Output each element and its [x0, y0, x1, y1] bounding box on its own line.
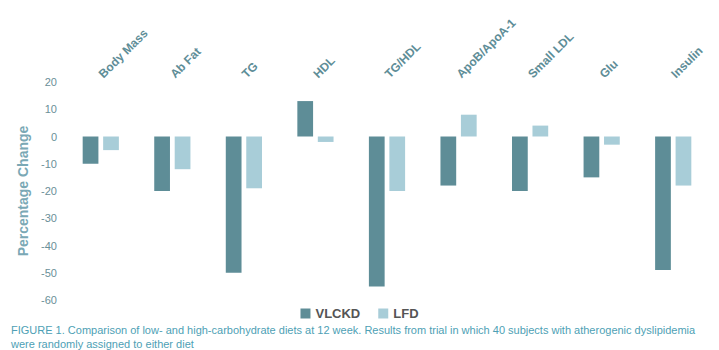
svg-text:10: 10	[45, 103, 57, 115]
svg-text:-60: -60	[41, 294, 57, 306]
svg-text:Ab Fat: Ab Fat	[167, 45, 203, 81]
svg-text:-10: -10	[41, 158, 57, 170]
svg-text:FIGURE 1. Comparison of low- a: FIGURE 1. Comparison of low- and high-ca…	[11, 324, 698, 336]
svg-text:0: 0	[51, 131, 57, 143]
svg-text:-40: -40	[41, 240, 57, 252]
svg-text:Small LDL: Small LDL	[525, 30, 576, 81]
svg-text:Percentage Change: Percentage Change	[15, 125, 31, 256]
svg-text:Glu: Glu	[597, 57, 621, 81]
svg-text:Insulin: Insulin	[668, 44, 705, 81]
svg-text:-50: -50	[41, 267, 57, 279]
svg-text:20: 20	[45, 76, 57, 88]
svg-text:HDL: HDL	[310, 54, 337, 81]
svg-text:were randomly assigned to eith: were randomly assigned to either diet	[10, 338, 194, 350]
svg-text:ApoB/ApoA-1: ApoB/ApoA-1	[454, 16, 519, 81]
svg-text:TG: TG	[239, 59, 261, 81]
svg-text:LFD: LFD	[393, 306, 418, 321]
svg-text:-20: -20	[41, 185, 57, 197]
svg-text:TG/HDL: TG/HDL	[382, 40, 423, 81]
svg-text:-30: -30	[41, 212, 57, 224]
svg-text:VLCKD: VLCKD	[315, 306, 360, 321]
svg-text:Body Mass: Body Mass	[96, 26, 151, 81]
